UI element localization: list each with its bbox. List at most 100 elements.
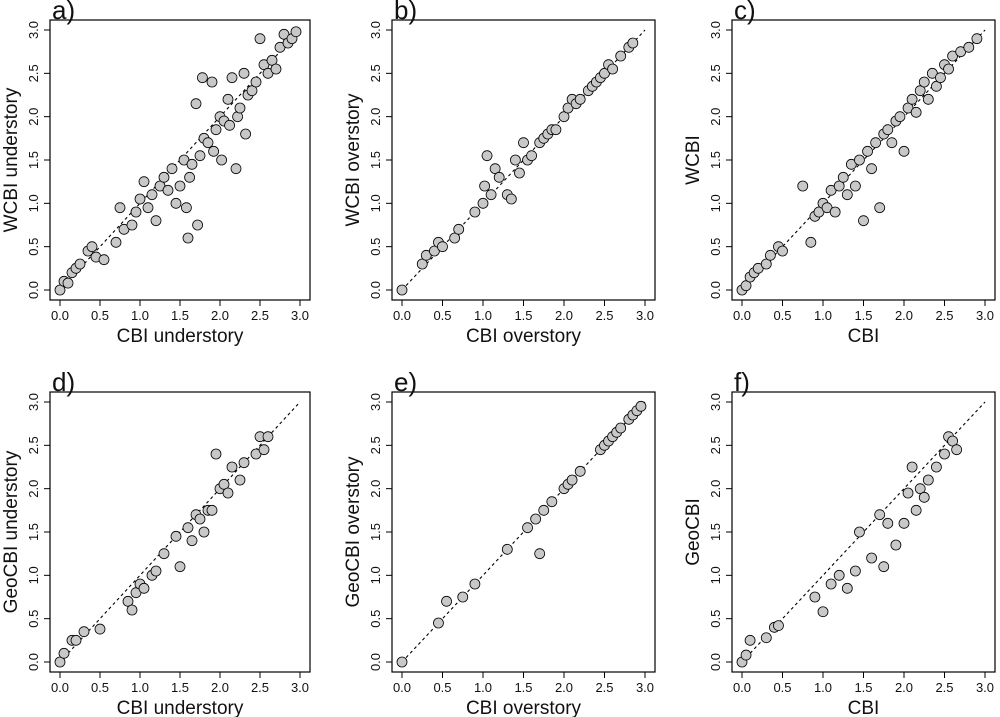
y-tick-label: 0.5: [26, 610, 41, 628]
y-tick-label: 0.5: [708, 610, 723, 628]
y-tick-label: 0.5: [368, 238, 383, 256]
data-point: [258, 444, 270, 456]
x-tick-label: 2.0: [895, 308, 913, 323]
data-point: [437, 241, 448, 253]
data-point: [841, 582, 853, 594]
y-tick-label: 1.0: [708, 194, 723, 212]
data-point: [854, 154, 865, 166]
x-tick-label: 0.5: [91, 308, 109, 323]
x-axis-title: CBI: [848, 698, 880, 717]
x-tick-label: 2.5: [595, 680, 613, 695]
data-point: [894, 111, 906, 123]
data-point: [858, 215, 869, 227]
y-tick-label: 1.0: [708, 566, 723, 584]
data-point: [479, 180, 491, 192]
data-point: [943, 63, 954, 75]
data-point: [433, 617, 444, 629]
x-tick-label: 0.0: [393, 308, 411, 323]
panel-5: 0.0 0.5 1.0 1.5 2.0 2.5 3.0 0.0 0.5 1.0 1.5 2.0 2.5 3…: [343, 367, 656, 717]
data-point: [150, 215, 162, 227]
data-point: [182, 522, 194, 534]
x-tick-label: 1.5: [514, 680, 532, 695]
x-tick-label: 0.0: [733, 680, 751, 695]
data-point: [222, 93, 234, 105]
data-point: [514, 167, 525, 179]
data-point: [469, 206, 481, 218]
data-point: [210, 448, 222, 460]
x-tick-label: 3.0: [976, 680, 994, 695]
y-tick-label: 2.0: [26, 480, 41, 498]
data-point: [607, 63, 618, 75]
data-point: [457, 591, 469, 603]
data-point: [546, 496, 558, 508]
x-tick-label: 0.0: [51, 680, 69, 695]
data-point: [566, 474, 578, 486]
y-tick-label: 0.0: [368, 653, 383, 671]
data-point: [760, 258, 772, 270]
data-point: [226, 461, 238, 473]
data-point: [485, 189, 497, 201]
x-tick-label: 1.0: [474, 680, 492, 695]
x-tick-label: 2.0: [555, 680, 573, 695]
data-point: [493, 171, 505, 183]
data-point: [898, 145, 910, 157]
panel-label: c): [734, 0, 756, 25]
data-point: [122, 595, 134, 607]
data-point: [931, 80, 942, 92]
data-point: [971, 33, 983, 45]
x-tick-label: 2.5: [251, 680, 269, 695]
data-point: [158, 548, 170, 560]
y-axis-title: WCBI overstory: [343, 93, 364, 227]
y-tick-label: 2.5: [708, 64, 723, 82]
data-point: [890, 539, 902, 551]
data-point: [850, 565, 861, 577]
data-point: [186, 158, 198, 170]
panel-label: a): [52, 0, 75, 25]
data-point: [922, 474, 934, 486]
data-point: [270, 63, 282, 75]
y-tick-label: 3.0: [368, 393, 383, 411]
data-point: [194, 513, 206, 525]
data-point: [833, 569, 845, 581]
x-tick-label: 1.5: [854, 308, 872, 323]
y-tick-label: 2.5: [708, 436, 723, 454]
data-point: [817, 606, 829, 618]
data-point: [854, 526, 865, 538]
data-point: [918, 491, 930, 503]
data-point: [935, 72, 946, 84]
identity-line: [59, 401, 301, 663]
data-point: [238, 67, 250, 79]
data-point: [196, 72, 208, 84]
y-tick-label: 1.5: [26, 151, 41, 169]
data-point: [246, 85, 258, 97]
y-axis-title: GeoCBI overstory: [343, 456, 364, 607]
data-point: [805, 236, 817, 248]
data-point: [740, 649, 752, 661]
y-tick-label: 0.5: [368, 610, 383, 628]
data-point: [86, 241, 98, 253]
data-point: [939, 448, 950, 460]
data-point: [829, 206, 841, 218]
y-axis-title: WCBI understory: [1, 87, 22, 232]
panel-label: f): [734, 367, 750, 397]
x-tick-label: 2.5: [595, 308, 613, 323]
data-point: [797, 180, 809, 192]
data-point: [138, 582, 150, 594]
data-point: [841, 189, 853, 201]
data-point: [208, 145, 220, 157]
data-point: [910, 504, 922, 516]
data-point: [416, 258, 428, 270]
y-tick-label: 3.0: [26, 393, 41, 411]
data-point: [574, 465, 586, 477]
x-tick-label: 0.0: [393, 680, 411, 695]
data-point: [150, 565, 162, 577]
y-tick-label: 3.0: [708, 21, 723, 39]
data-point: [240, 128, 252, 140]
data-point: [266, 54, 278, 66]
y-tick-label: 2.0: [708, 480, 723, 498]
identity-line: [741, 401, 986, 663]
x-axis-title: CBI understory: [117, 326, 244, 347]
data-point: [290, 26, 302, 38]
y-tick-label: 0.0: [708, 653, 723, 671]
